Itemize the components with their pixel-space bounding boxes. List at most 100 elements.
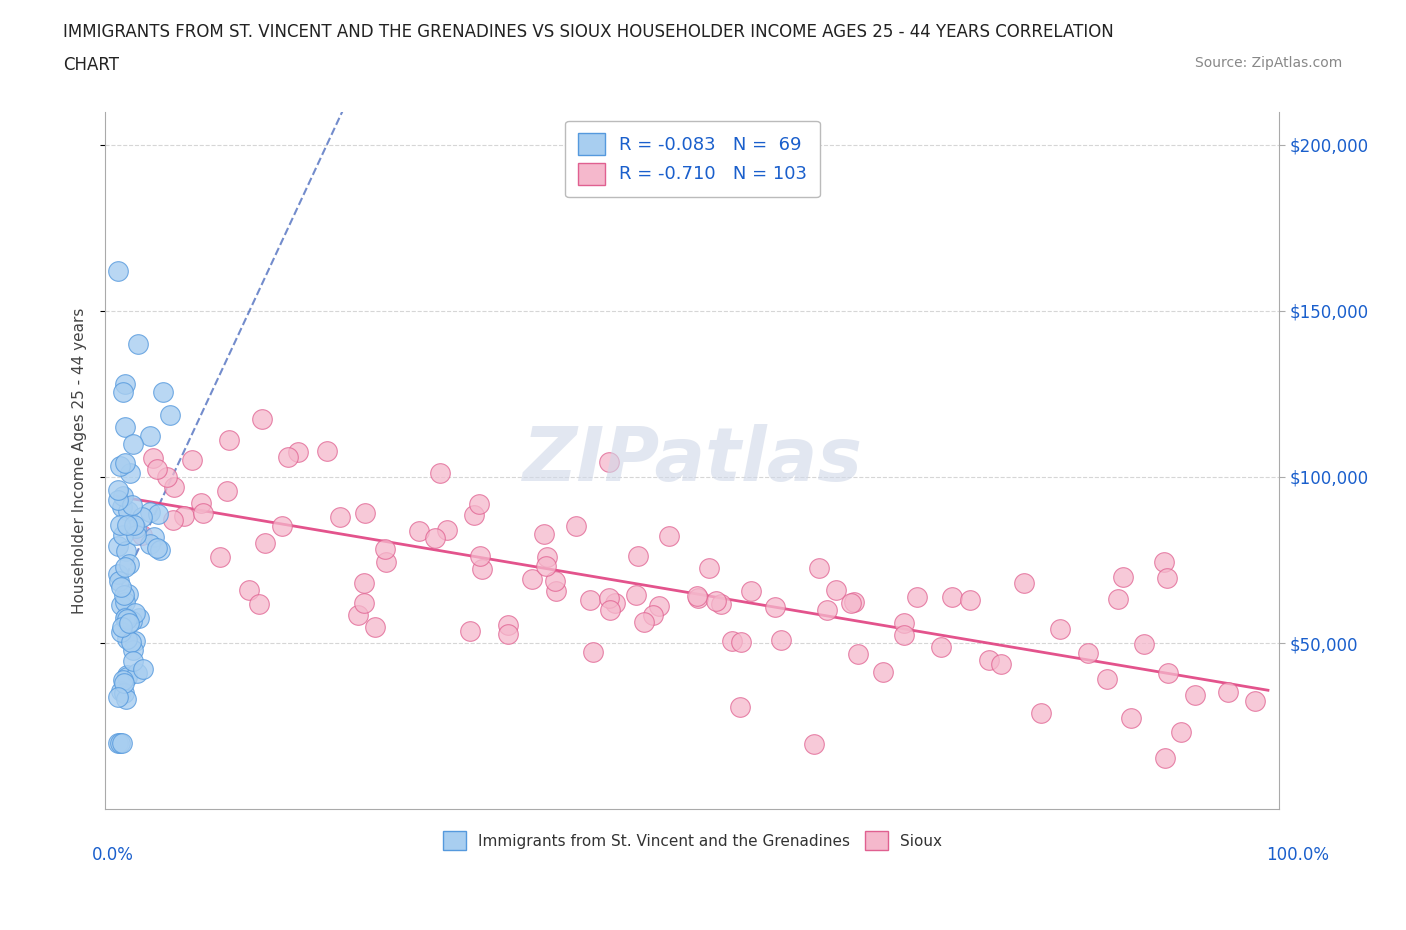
- Point: [114, 420, 136, 435]
- Point: [565, 518, 588, 533]
- Point: [127, 666, 149, 681]
- Point: [128, 610, 150, 625]
- Point: [122, 518, 145, 533]
- Point: [111, 736, 134, 751]
- Point: [704, 593, 727, 608]
- Point: [375, 554, 398, 569]
- Point: [131, 528, 153, 543]
- Text: 0.0%: 0.0%: [91, 846, 134, 864]
- Point: [156, 470, 179, 485]
- Point: [114, 544, 136, 559]
- Point: [107, 690, 129, 705]
- Point: [815, 603, 838, 618]
- Point: [803, 737, 825, 751]
- Point: [107, 538, 129, 553]
- Point: [730, 699, 752, 714]
- Point: [124, 633, 146, 648]
- Point: [1170, 725, 1192, 740]
- Point: [533, 526, 555, 541]
- Point: [353, 595, 375, 610]
- Point: [941, 590, 963, 604]
- Point: [110, 684, 132, 698]
- Point: [496, 618, 519, 632]
- Point: [1133, 637, 1156, 652]
- Point: [436, 523, 458, 538]
- Point: [115, 517, 138, 532]
- Point: [112, 685, 135, 700]
- Point: [121, 436, 143, 451]
- Point: [110, 625, 132, 640]
- Point: [839, 595, 862, 610]
- Point: [872, 665, 894, 680]
- Point: [112, 384, 135, 399]
- Point: [107, 492, 129, 507]
- Point: [315, 444, 337, 458]
- Point: [152, 385, 174, 400]
- Point: [1153, 751, 1175, 765]
- Point: [769, 632, 792, 647]
- Point: [138, 537, 160, 551]
- Point: [582, 644, 605, 659]
- Point: [111, 527, 134, 542]
- Point: [905, 590, 928, 604]
- Point: [118, 557, 141, 572]
- Point: [686, 589, 709, 604]
- Point: [429, 466, 451, 481]
- Point: [209, 550, 232, 565]
- Point: [277, 449, 299, 464]
- Point: [720, 634, 742, 649]
- Text: ZIPatlas: ZIPatlas: [523, 424, 862, 497]
- Point: [543, 573, 565, 588]
- Point: [190, 496, 212, 511]
- Point: [115, 631, 138, 646]
- Point: [108, 574, 131, 589]
- Point: [120, 635, 142, 650]
- Point: [1216, 684, 1239, 699]
- Point: [710, 596, 733, 611]
- Point: [253, 536, 276, 551]
- Point: [115, 692, 138, 707]
- Text: IMMIGRANTS FROM ST. VINCENT AND THE GRENADINES VS SIOUX HOUSEHOLDER INCOME AGES : IMMIGRANTS FROM ST. VINCENT AND THE GREN…: [63, 23, 1114, 41]
- Point: [624, 588, 647, 603]
- Point: [633, 615, 655, 630]
- Point: [520, 572, 543, 587]
- Point: [1243, 694, 1265, 709]
- Point: [111, 619, 134, 634]
- Legend: Immigrants from St. Vincent and the Grenadines, Sioux: Immigrants from St. Vincent and the Gren…: [432, 820, 953, 861]
- Point: [250, 412, 273, 427]
- Point: [686, 591, 709, 605]
- Point: [374, 542, 396, 557]
- Point: [1157, 665, 1180, 680]
- Point: [142, 529, 165, 544]
- Point: [146, 540, 169, 555]
- Point: [114, 595, 136, 610]
- Point: [468, 549, 491, 564]
- Point: [125, 520, 148, 535]
- Point: [114, 455, 136, 470]
- Point: [598, 591, 620, 605]
- Point: [173, 509, 195, 524]
- Point: [112, 676, 135, 691]
- Point: [247, 596, 270, 611]
- Point: [347, 607, 370, 622]
- Point: [131, 510, 153, 525]
- Point: [1029, 706, 1052, 721]
- Point: [408, 524, 430, 538]
- Point: [111, 499, 134, 514]
- Point: [931, 640, 953, 655]
- Text: CHART: CHART: [63, 56, 120, 73]
- Point: [162, 513, 184, 528]
- Point: [115, 668, 138, 683]
- Point: [112, 587, 135, 602]
- Point: [163, 479, 186, 494]
- Point: [107, 566, 129, 581]
- Point: [108, 518, 131, 533]
- Point: [117, 504, 139, 519]
- Point: [108, 459, 131, 474]
- Point: [468, 497, 491, 512]
- Point: [238, 583, 260, 598]
- Point: [603, 595, 626, 610]
- Point: [1112, 569, 1135, 584]
- Point: [546, 583, 568, 598]
- Point: [1049, 622, 1071, 637]
